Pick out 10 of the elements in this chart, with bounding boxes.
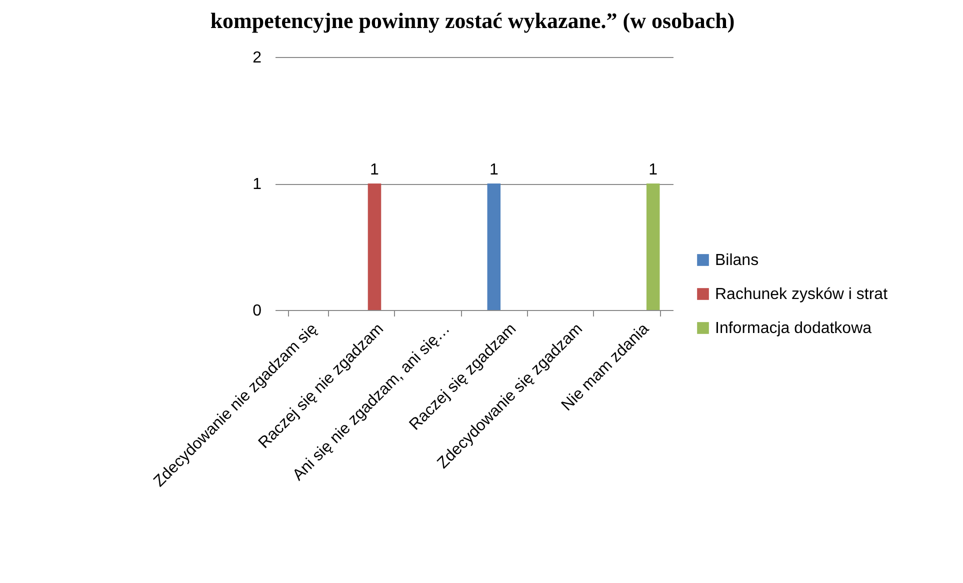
y-tick-label: 1	[252, 176, 262, 193]
data-label: 1	[648, 162, 658, 178]
data-label: 1	[489, 162, 498, 178]
y-tick-label: 0	[252, 302, 262, 320]
legend-label: Informacja dodatkowa	[715, 320, 872, 337]
chart-title: kompetencyjne powinny zostać wykazane.” (w osobach)	[210, 8, 735, 33]
data-label: 1	[370, 162, 380, 178]
y-tick-label: 2	[252, 50, 262, 66]
legend-label: Rachunek zysków i strat	[715, 286, 888, 303]
legend-label: Bilans	[715, 252, 759, 269]
